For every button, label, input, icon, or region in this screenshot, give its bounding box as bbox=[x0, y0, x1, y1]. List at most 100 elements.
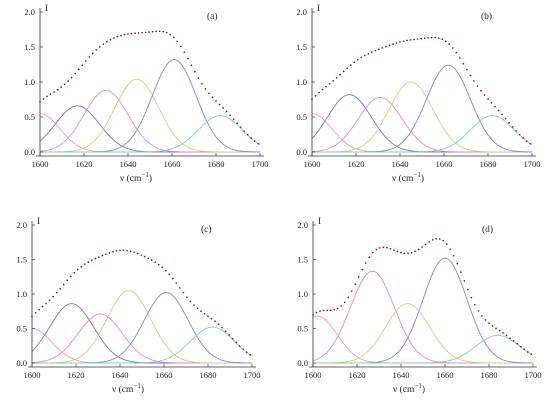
envelope-point bbox=[484, 319, 487, 321]
envelope-point bbox=[147, 257, 150, 260]
envelope-point bbox=[211, 96, 214, 99]
y-tick-label: 0.5 bbox=[24, 112, 35, 122]
envelope-point bbox=[46, 95, 48, 98]
x-tick-label: 1600 bbox=[32, 159, 49, 169]
envelope-point bbox=[462, 62, 465, 65]
envelope-point bbox=[515, 130, 518, 132]
envelope-point bbox=[238, 345, 241, 347]
envelope-point bbox=[381, 47, 384, 49]
x-tick-label: 1620 bbox=[349, 370, 366, 380]
envelope-point bbox=[346, 67, 349, 70]
envelope-point bbox=[413, 38, 415, 41]
envelope-point bbox=[70, 76, 73, 79]
envelope-dots bbox=[311, 36, 532, 145]
envelope-point bbox=[427, 36, 430, 39]
envelope-point bbox=[95, 49, 98, 51]
envelope-point bbox=[141, 31, 143, 34]
envelope-point bbox=[186, 57, 189, 60]
x-axis-title-main: ν (cm bbox=[112, 384, 134, 395]
envelope-point bbox=[523, 348, 526, 351]
envelope-point bbox=[488, 322, 490, 325]
envelope-point bbox=[400, 251, 402, 254]
y-tick-label: 2.0 bbox=[296, 7, 307, 17]
envelope-point bbox=[430, 36, 433, 39]
envelope-point bbox=[102, 43, 105, 45]
envelope-point bbox=[222, 107, 224, 109]
envelope-point bbox=[477, 310, 480, 312]
envelope-point bbox=[382, 246, 385, 249]
envelope-point bbox=[208, 92, 210, 95]
component-curve-4 bbox=[31, 290, 252, 364]
envelope-point bbox=[420, 37, 422, 40]
envelope-point bbox=[340, 305, 343, 307]
panel-label: (d) bbox=[482, 224, 493, 235]
envelope-point bbox=[442, 239, 445, 242]
y-tick-label: 0.0 bbox=[296, 147, 307, 157]
envelope-point bbox=[98, 256, 100, 258]
envelope-point bbox=[470, 296, 473, 299]
envelope-point bbox=[444, 40, 447, 43]
component-curve-5 bbox=[313, 334, 534, 364]
envelope-point bbox=[235, 341, 238, 344]
envelope-point bbox=[481, 315, 483, 317]
envelope-point bbox=[328, 82, 331, 85]
envelope-point bbox=[98, 46, 101, 48]
x-axis-title-end: ) bbox=[141, 384, 144, 395]
envelope-point bbox=[505, 334, 508, 337]
envelope-point bbox=[466, 68, 468, 71]
envelope-point bbox=[76, 268, 79, 271]
envelope-point bbox=[421, 246, 423, 248]
y-axis-title: I bbox=[45, 4, 48, 14]
x-axis-title-exponent: −1 bbox=[414, 382, 422, 390]
y-tick-label: 1.5 bbox=[296, 42, 307, 52]
envelope-point bbox=[69, 275, 72, 278]
envelope-point bbox=[333, 308, 335, 311]
y-tick-label: 0.5 bbox=[16, 324, 27, 334]
envelope-point bbox=[204, 87, 207, 90]
envelope-point bbox=[385, 45, 387, 48]
envelope-point bbox=[253, 140, 256, 142]
envelope-point bbox=[456, 262, 459, 265]
envelope-point bbox=[463, 280, 466, 282]
envelope-point bbox=[474, 303, 476, 306]
envelope-point bbox=[336, 307, 339, 310]
envelope-point bbox=[451, 47, 454, 49]
envelope-point bbox=[151, 30, 154, 33]
y-tick-label: 2.0 bbox=[16, 220, 27, 230]
envelope-point bbox=[62, 283, 65, 286]
x-tick-label: 1700 bbox=[244, 370, 261, 380]
envelope-point bbox=[445, 243, 448, 245]
envelope-point bbox=[67, 80, 70, 82]
y-tick-label: 1.0 bbox=[16, 289, 27, 299]
y-tick-label: 0.0 bbox=[16, 358, 27, 368]
envelope-point bbox=[409, 39, 412, 41]
envelope-point bbox=[343, 301, 346, 304]
envelope-point bbox=[165, 31, 168, 34]
envelope-dots bbox=[31, 249, 252, 356]
envelope-point bbox=[437, 37, 440, 39]
envelope-point bbox=[508, 121, 510, 124]
component-curve-5 bbox=[312, 64, 533, 153]
component-curve-4 bbox=[312, 81, 532, 153]
envelope-point bbox=[189, 300, 192, 303]
envelope-point bbox=[193, 304, 195, 306]
envelope-point bbox=[55, 291, 58, 294]
envelope-point bbox=[158, 30, 161, 33]
envelope-point bbox=[49, 93, 52, 95]
envelope-point bbox=[349, 64, 352, 66]
y-tick-label: 1.0 bbox=[24, 77, 35, 87]
envelope-point bbox=[410, 251, 413, 254]
envelope-point bbox=[236, 122, 238, 125]
envelope-point bbox=[257, 142, 260, 145]
x-tick-label: 1620 bbox=[348, 159, 365, 169]
envelope-point bbox=[225, 110, 228, 113]
envelope-point bbox=[483, 94, 486, 96]
envelope-point bbox=[190, 64, 193, 67]
envelope-point bbox=[469, 74, 472, 77]
envelope-point bbox=[197, 77, 200, 79]
x-tick-label: 1680 bbox=[200, 370, 217, 380]
x-axis-title: ν (cm−1) bbox=[120, 171, 152, 184]
envelope-point bbox=[458, 57, 461, 59]
x-tick-label: 1600 bbox=[304, 159, 321, 169]
envelope-point bbox=[172, 36, 175, 39]
